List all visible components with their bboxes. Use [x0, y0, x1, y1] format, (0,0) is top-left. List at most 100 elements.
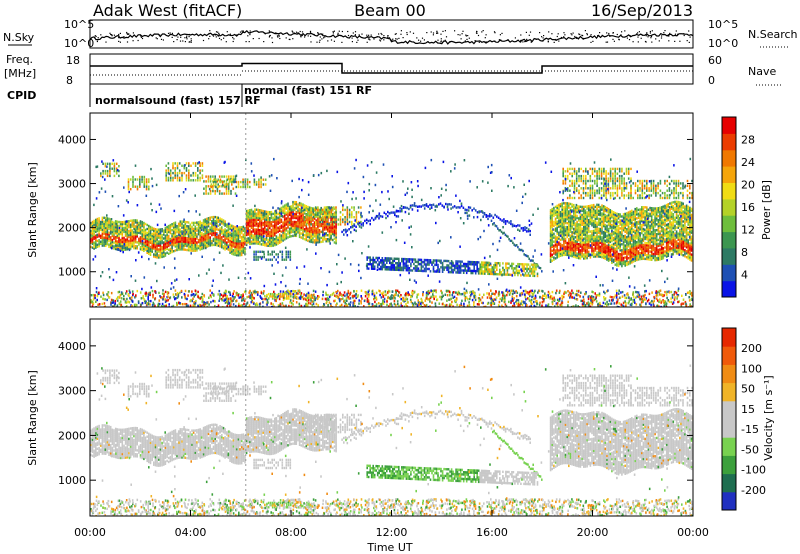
power-cell	[632, 252, 635, 255]
power-cell	[242, 235, 245, 238]
power-cell	[606, 230, 608, 234]
power-cell	[679, 234, 681, 238]
power-cell	[109, 242, 112, 245]
nsearch-point	[616, 33, 618, 36]
power-cell	[632, 238, 635, 241]
power-cell	[589, 212, 592, 215]
power-cell	[566, 249, 568, 253]
power-cell	[103, 244, 105, 247]
power-cell	[549, 213, 552, 216]
power-cell	[634, 239, 636, 243]
power-cell	[664, 234, 666, 237]
power-cell	[576, 226, 578, 230]
power-cell	[283, 220, 286, 223]
power-cell	[591, 170, 594, 173]
power-cell	[642, 257, 645, 260]
power-cell	[240, 237, 243, 241]
power-cell	[631, 255, 633, 258]
power-cell	[596, 182, 598, 185]
power-cell	[602, 240, 605, 244]
power-cell	[106, 174, 109, 178]
power-cell	[206, 229, 208, 232]
power-cell	[290, 227, 293, 230]
power-cell	[650, 238, 653, 242]
power-cell	[214, 225, 216, 229]
power-cell	[177, 248, 180, 251]
power-cell	[219, 221, 221, 224]
power-cell	[252, 216, 254, 219]
power-cell	[113, 235, 115, 238]
power-cell	[148, 234, 150, 238]
power-cell	[684, 255, 686, 258]
power-cell	[128, 239, 130, 243]
power-cell	[554, 239, 557, 242]
power-cell	[131, 225, 134, 228]
power-cell	[335, 240, 337, 243]
power-cell	[302, 209, 304, 212]
power-cell	[599, 239, 602, 243]
nsearch-point	[132, 32, 134, 34]
power-cell	[224, 222, 226, 225]
nsearch-point	[368, 38, 370, 40]
power-cell	[269, 244, 271, 248]
power-cell	[634, 247, 636, 250]
power-cell	[187, 221, 190, 224]
power-cell	[559, 205, 562, 208]
power-cell	[129, 237, 132, 240]
power-cell	[320, 240, 322, 244]
power-cell	[583, 215, 585, 218]
power-cell	[187, 235, 190, 238]
power-cell	[313, 229, 316, 232]
power-cell	[583, 231, 585, 234]
nsearch-point	[100, 34, 102, 36]
power-cell	[626, 253, 628, 257]
power-cell	[684, 209, 686, 212]
power-cell	[614, 215, 617, 219]
power-cell	[274, 234, 276, 237]
power-cell	[571, 245, 573, 248]
power-cell	[631, 209, 633, 212]
power-cell	[201, 169, 204, 172]
power-cell	[188, 174, 190, 177]
power-cell	[280, 218, 283, 221]
power-cell	[216, 189, 219, 193]
power-cell	[141, 232, 143, 236]
power-cell	[264, 220, 266, 223]
power-cell	[559, 252, 562, 255]
power-cell	[564, 229, 567, 233]
power-cell	[201, 225, 203, 229]
power-cell	[624, 218, 626, 222]
power-cell	[96, 243, 99, 246]
power-cell	[277, 212, 279, 216]
power-cell	[647, 220, 650, 223]
power-cell	[167, 169, 170, 172]
nsearch-point	[341, 30, 343, 33]
nsearch-point	[578, 33, 580, 35]
power-cell	[641, 206, 643, 209]
power-cell	[556, 228, 558, 231]
power-cell	[672, 224, 675, 228]
power-cell	[659, 248, 661, 251]
power-cell	[172, 240, 175, 243]
power-cell	[632, 218, 635, 221]
power-cell	[684, 239, 686, 242]
nsearch-point	[271, 37, 273, 39]
power-cell	[159, 254, 162, 257]
power-cell	[612, 260, 615, 264]
power-cell	[103, 232, 105, 235]
power-cell	[196, 223, 198, 226]
power-cell	[204, 230, 206, 233]
power-cell	[680, 217, 683, 220]
power-cell	[111, 238, 114, 242]
power-cell	[612, 252, 615, 256]
nsearch-point	[582, 38, 584, 40]
power-cell	[581, 255, 583, 258]
power-cell	[190, 179, 192, 182]
nsearch-point	[481, 31, 483, 33]
power-cell	[660, 257, 663, 261]
power-cell	[669, 236, 671, 239]
power-cell	[607, 217, 610, 221]
power-cell	[581, 213, 583, 217]
power-cell	[278, 209, 281, 213]
power-cell	[621, 227, 623, 230]
